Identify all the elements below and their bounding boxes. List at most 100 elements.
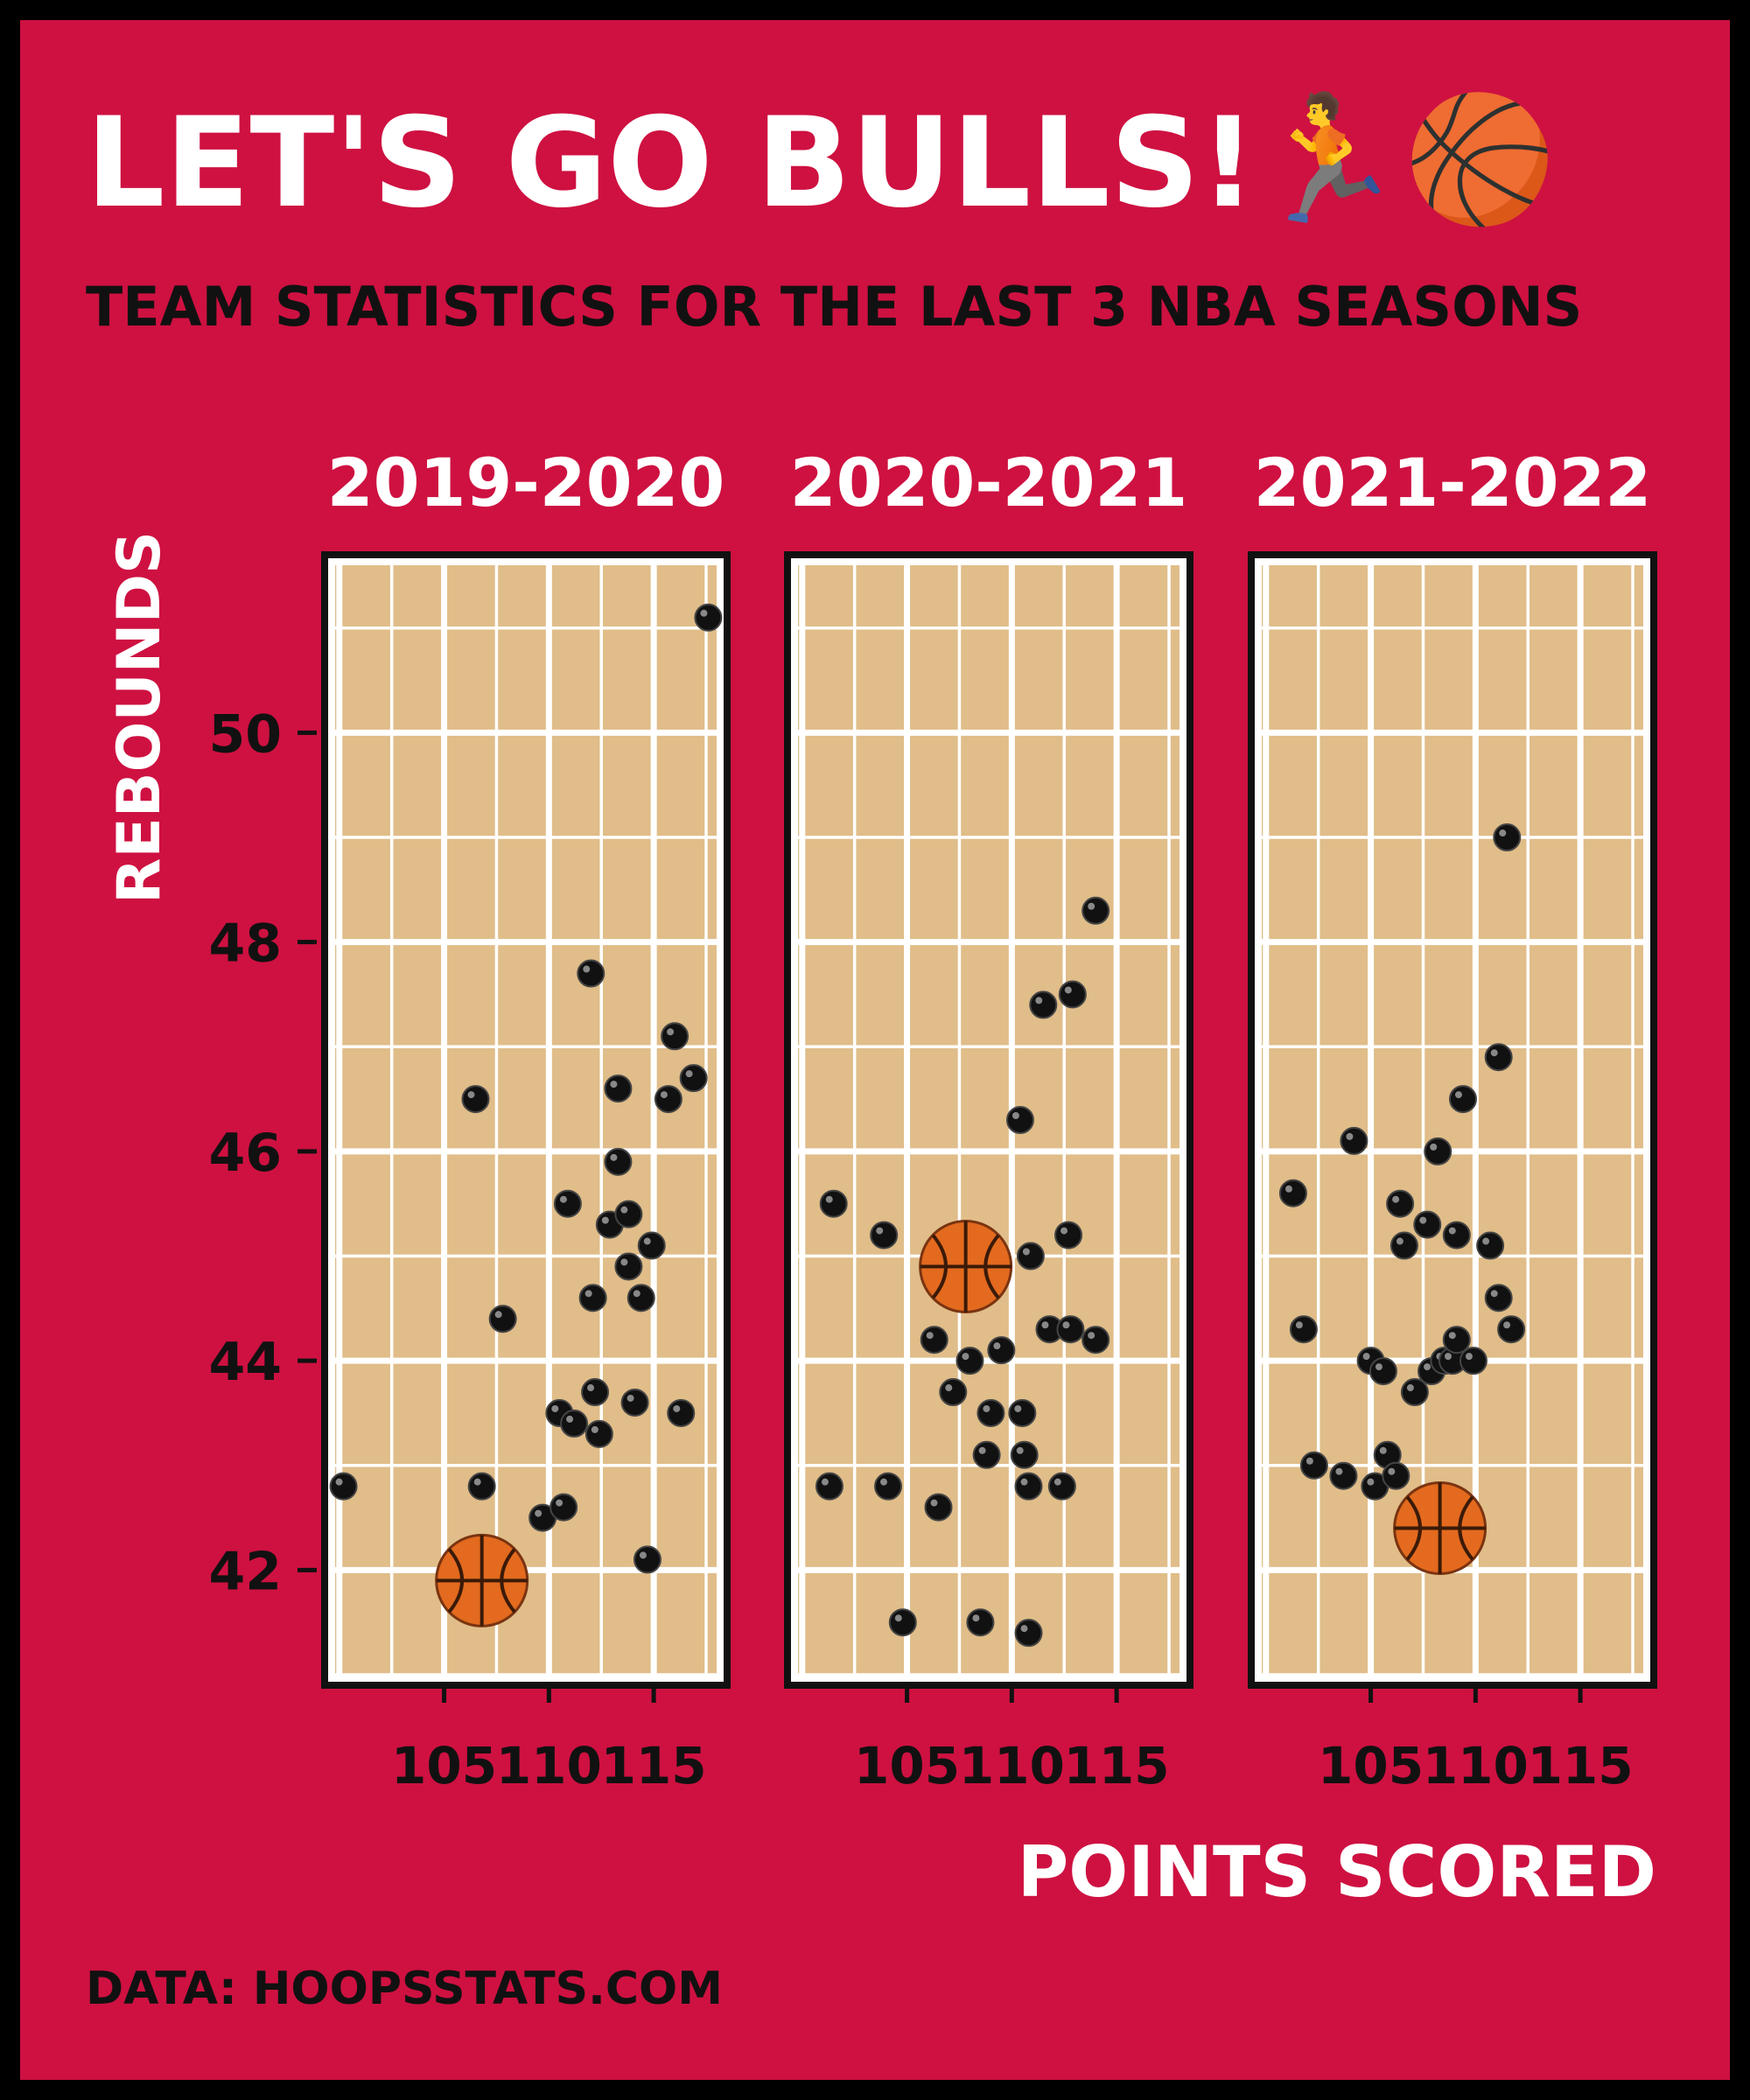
data-point-highlight <box>335 1478 343 1486</box>
basketball-seam <box>447 1548 465 1614</box>
data-point-highlight <box>556 1499 564 1507</box>
x-tick-label: 115 <box>1064 1736 1170 1796</box>
data-point-highlight <box>1465 1353 1473 1361</box>
data-point-highlight <box>876 1227 884 1235</box>
data-point <box>972 1440 1001 1469</box>
data-point-highlight <box>467 1091 475 1099</box>
chart-subtitle: TEAM STATISTICS FOR THE LAST 3 NBA SEASO… <box>86 275 1582 339</box>
data-point <box>637 1231 666 1260</box>
data-point <box>1289 1315 1318 1344</box>
data-point-highlight <box>643 1237 651 1245</box>
data-point <box>654 1085 682 1114</box>
data-point <box>1493 823 1522 852</box>
basketball-seam <box>931 1234 948 1299</box>
data-point <box>1047 1472 1076 1501</box>
x-tick-label: 110 <box>1423 1736 1529 1796</box>
y-tick-label: 48 <box>209 914 283 975</box>
data-point <box>1014 1472 1043 1501</box>
data-point <box>1476 1231 1505 1260</box>
data-points <box>815 896 1110 1648</box>
data-point <box>1008 1398 1037 1427</box>
basketball-icon <box>1393 1481 1488 1576</box>
data-point <box>694 603 723 632</box>
data-point-highlight <box>1499 830 1507 837</box>
data-point-highlight <box>1020 1625 1028 1633</box>
data-point-highlight <box>591 1425 598 1433</box>
player-emoji-icon: 🏃🏀 <box>1251 79 1557 236</box>
facet-label: 2021-2022 <box>1254 444 1652 522</box>
data-point <box>661 1022 690 1051</box>
data-point <box>560 1409 589 1438</box>
data-point-highlight <box>1490 1290 1498 1298</box>
basketball-seam <box>1405 1495 1423 1561</box>
data-point <box>1497 1315 1526 1344</box>
facet-label: 2020-2021 <box>790 444 1188 522</box>
data-point <box>1424 1137 1452 1166</box>
data-point-highlight <box>1424 1363 1432 1371</box>
x-tick-label: 110 <box>496 1736 602 1796</box>
data-point <box>874 1472 903 1501</box>
data-point <box>1082 1326 1110 1354</box>
y-tick-label: 44 <box>209 1332 283 1393</box>
data-point <box>1329 1461 1358 1490</box>
data-point <box>614 1200 643 1228</box>
basketball-icon <box>919 1219 1013 1313</box>
data-point-highlight <box>1022 1248 1030 1256</box>
data-point-highlight <box>972 1614 980 1622</box>
x-axis-title: POINTS SCORED <box>1018 1831 1656 1913</box>
data-point-highlight <box>1014 1404 1022 1412</box>
data-point <box>924 1493 953 1522</box>
data-point <box>679 1064 708 1093</box>
data-point <box>667 1398 696 1427</box>
data-point <box>626 1284 655 1312</box>
data-point <box>488 1305 517 1334</box>
data-point <box>1484 1284 1513 1312</box>
data-point-highlight <box>1362 1353 1370 1361</box>
data-point <box>584 1419 613 1448</box>
chart-title: LET'S GO BULLS! <box>86 91 1256 235</box>
data-point-highlight <box>1388 1467 1396 1475</box>
data-point <box>553 1189 582 1218</box>
data-point <box>976 1398 1005 1427</box>
data-point <box>1442 1221 1471 1250</box>
data-point <box>1459 1347 1488 1376</box>
data-point-highlight <box>1490 1049 1498 1057</box>
data-point <box>1029 990 1058 1019</box>
x-tick-label: 110 <box>959 1736 1065 1796</box>
basketball-icon <box>435 1533 529 1628</box>
data-point <box>604 1074 633 1103</box>
data-point <box>1368 1357 1397 1386</box>
x-tick-label: 115 <box>1528 1736 1634 1796</box>
data-point <box>1278 1179 1307 1208</box>
y-axis: 42 44 46 48 50 <box>209 704 317 1602</box>
data-point-highlight <box>1454 1091 1462 1099</box>
data-point-highlight <box>1445 1353 1452 1361</box>
data-point-highlight <box>584 1290 592 1298</box>
data-point <box>578 1284 607 1312</box>
data-point <box>870 1221 899 1250</box>
data-point <box>461 1085 490 1114</box>
data-points <box>1278 823 1526 1501</box>
data-point-highlight <box>583 965 591 973</box>
data-point <box>987 1336 1016 1365</box>
data-point-highlight <box>926 1332 934 1340</box>
data-point-highlight <box>559 1195 567 1203</box>
y-axis-title: REBOUNDS <box>105 531 174 904</box>
data-point-highlight <box>894 1614 902 1622</box>
data-point <box>577 959 606 988</box>
data-point <box>939 1378 968 1407</box>
data-point-highlight <box>945 1384 953 1392</box>
data-point-highlight <box>1060 1227 1068 1235</box>
data-point-highlight <box>1346 1132 1354 1140</box>
data-point-highlight <box>660 1091 668 1099</box>
data-point-highlight <box>1482 1237 1490 1245</box>
data-point-highlight <box>1503 1321 1511 1329</box>
data-point <box>614 1252 643 1281</box>
data-point-highlight <box>930 1499 938 1507</box>
basketball-seam <box>500 1548 516 1614</box>
data-point-highlight <box>535 1509 542 1517</box>
data-point-highlight <box>566 1415 574 1423</box>
data-point <box>819 1189 848 1218</box>
data-point-highlight <box>610 1081 618 1088</box>
